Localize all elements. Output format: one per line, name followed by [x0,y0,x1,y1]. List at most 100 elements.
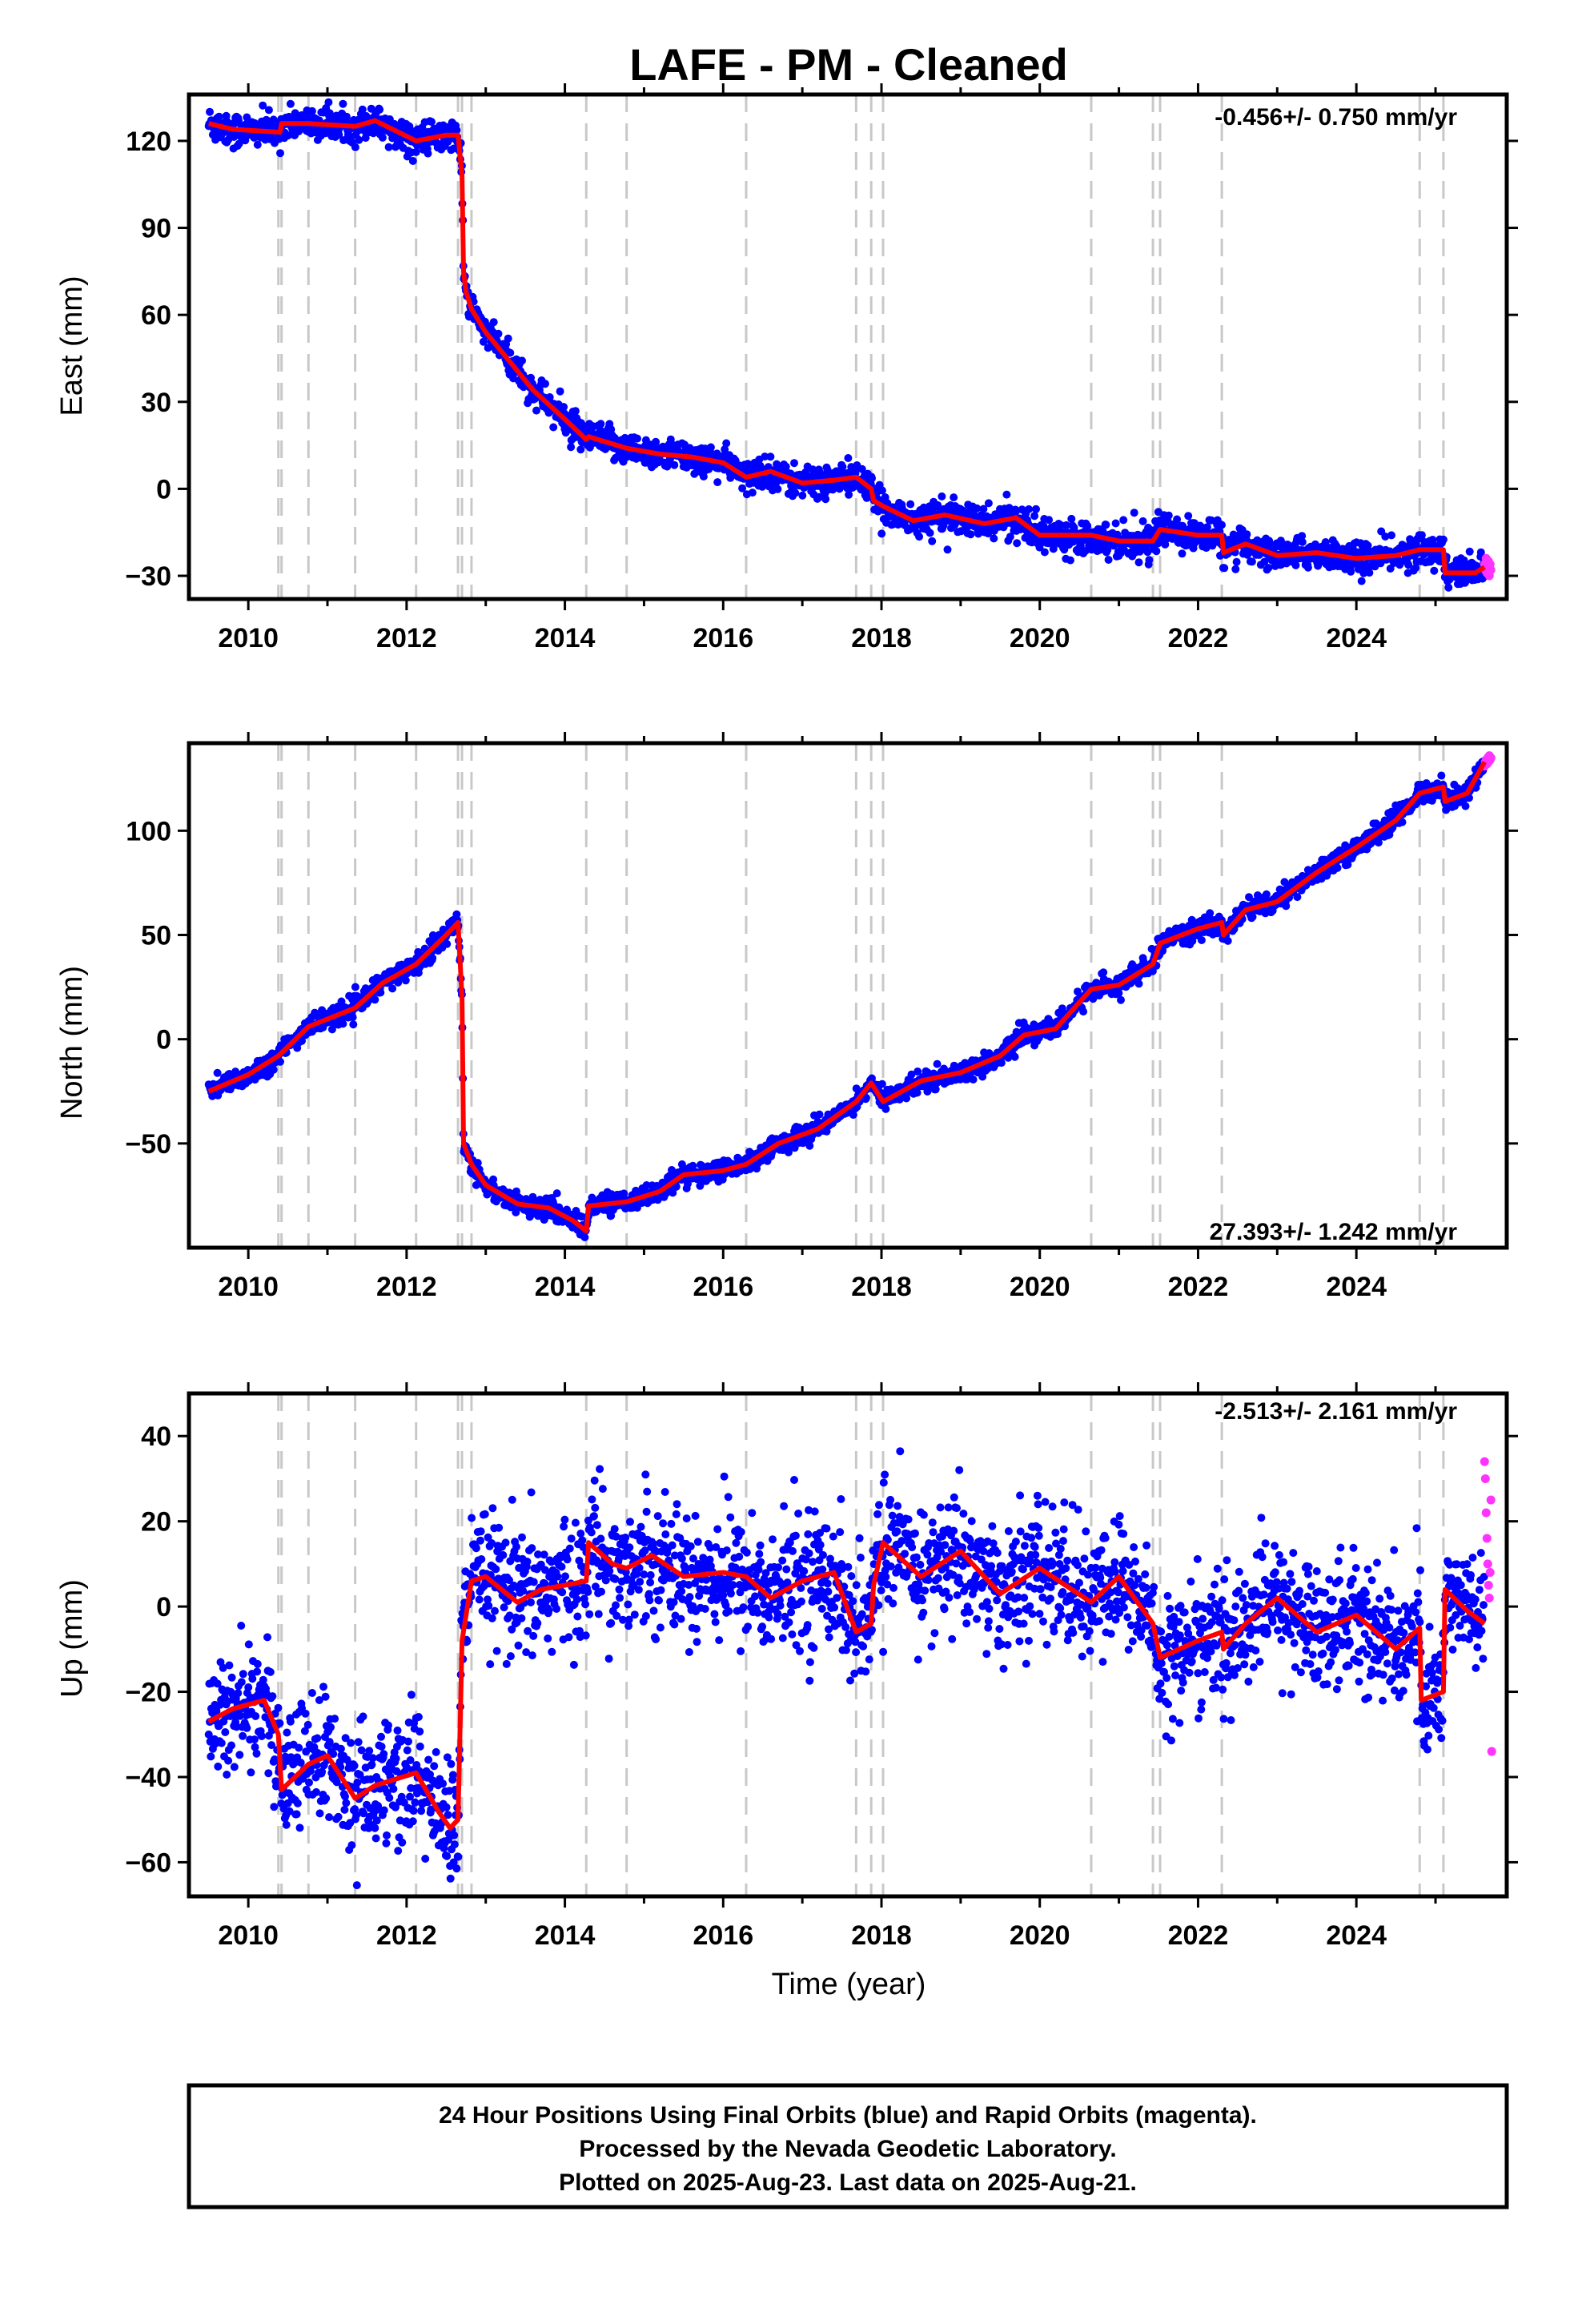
east-observation-point [1138,517,1147,525]
north-observation-point [580,1233,589,1241]
east-observation-point [1030,512,1039,521]
north-observation-point [1280,878,1289,887]
north-observation-point [339,1019,347,1028]
east-observation-point [532,406,540,415]
north-observation-point [1282,902,1291,911]
east-observation-point [576,445,585,454]
east-observation-point [926,529,934,537]
east-observation-point [1040,548,1049,557]
east-observation-point [375,105,384,114]
north-observation-point [371,995,379,1004]
east-observation-point [1067,514,1076,523]
east-observation-point [549,423,558,432]
north-observation-point [913,1068,922,1076]
north-observation-point [1117,995,1125,1004]
east-observation-point [706,443,715,452]
east-observation-point [286,99,295,108]
east-observation-point [452,126,461,135]
east-observation-point [1143,548,1152,557]
east-observation-point [264,106,273,115]
east-observation-point [1102,521,1110,529]
north-observation-point [348,1013,357,1022]
east-observation-point [556,387,564,396]
east-xtick-label-4: 2018 [851,623,912,653]
east-observation-point [791,489,800,497]
north-observation-point [978,1072,987,1081]
north-observation-point [913,1088,921,1097]
east-ytick-label-0: −30 [125,561,171,592]
north-observation-point [276,1057,284,1066]
east-rapid-point-8 [1486,565,1496,575]
east-observation-point [633,434,641,443]
east-ytick-label-2: 30 [141,388,171,418]
north-observation-point [997,1059,1006,1068]
east-observation-point [835,485,844,493]
north-observation-point [529,1195,538,1204]
north-observation-point [349,1020,358,1029]
east-observation-point [206,107,214,116]
east-observation-point [857,464,866,473]
east-observation-point [1203,523,1211,532]
east-observation-point [1430,566,1439,575]
east-observation-point [979,505,988,513]
east-observation-point [1465,547,1474,556]
east-observation-point [1231,565,1240,573]
east-xtick-label-3: 2016 [693,623,753,653]
east-observation-point [1439,535,1447,544]
north-observation-point [1333,863,1342,872]
east-observation-point [984,499,993,508]
north-observation-point [1114,989,1123,998]
east-observation-point [1298,532,1307,541]
east-observation-point [489,318,498,327]
north-observation-point [577,1212,586,1221]
east-observation-point [1173,515,1182,524]
east-observation-point [1032,505,1040,513]
east-observation-point [766,452,775,461]
east-observation-point [339,99,347,108]
east-xtick-label-0: 2010 [218,623,279,653]
east-observation-point [1164,511,1173,520]
east-observation-point [845,490,853,499]
east-observation-point [571,407,580,416]
east-observation-point [494,329,503,338]
north-observation-point [552,1189,561,1198]
east-observation-point [934,501,942,509]
north-observation-point [351,983,359,991]
north-observation-point [1197,936,1206,944]
north-plot-area [204,743,1496,1248]
east-observation-point [1119,516,1128,525]
east-observation-point [1404,561,1413,569]
north-observation-point [298,1036,306,1045]
north-observation-point [337,997,346,1006]
east-observation-point [772,478,781,487]
east-ylabel: East (mm) [55,275,89,416]
east-observation-point [761,452,769,461]
east-observation-point [504,334,512,343]
east-observation-point [342,112,351,121]
east-observation-point [307,107,316,115]
north-observation-point [1079,1007,1088,1016]
north-observation-point [213,1068,222,1077]
east-observation-point [1321,538,1330,546]
east-observation-point [545,393,554,401]
east-observation-point [215,112,223,121]
north-observation-point [428,954,437,963]
east-observation-point [906,500,915,509]
north-observation-point [1223,936,1232,945]
east-observation-point [1232,557,1241,566]
east-observation-point [721,445,729,454]
east-observation-point [358,105,367,114]
east-observation-point [506,348,515,357]
north-observation-point [1134,979,1143,988]
east-observation-point [412,147,420,156]
east-observation-point [1381,533,1390,541]
east-observation-point [868,474,876,483]
east-observation-point [699,472,708,480]
north-observation-point [376,988,385,997]
north-observation-point [1248,913,1257,921]
east-observation-point [1049,545,1058,553]
east-observation-point [1264,564,1273,573]
east-observation-point [276,149,284,158]
east-observation-point [1103,545,1112,554]
